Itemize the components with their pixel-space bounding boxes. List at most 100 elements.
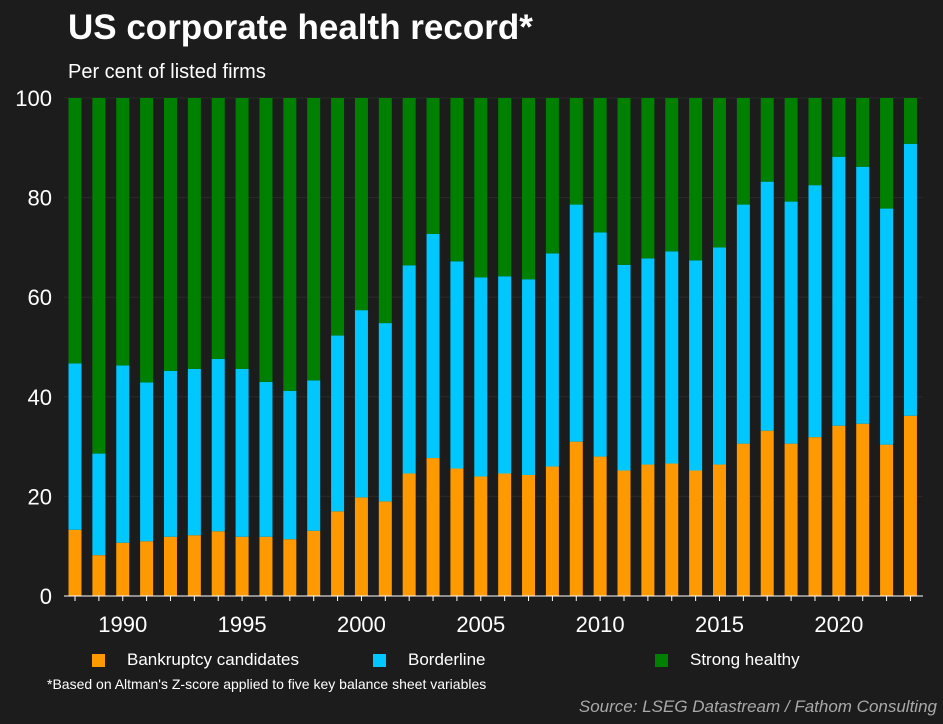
x-tick-label: 1995 bbox=[218, 612, 267, 637]
legend-swatch-borderline bbox=[373, 653, 386, 667]
bar-segment-healthy-2003 bbox=[426, 98, 440, 234]
bar-segment-healthy-1989 bbox=[92, 98, 106, 454]
x-tick-label: 2005 bbox=[456, 612, 505, 637]
bar-segment-healthy-1992 bbox=[163, 98, 177, 371]
legend-label-borderline: Borderline bbox=[408, 650, 486, 669]
bar-segment-bankruptcy-2015 bbox=[712, 464, 726, 596]
bar-segment-healthy-2022 bbox=[880, 98, 894, 209]
bar-segment-borderline-2006 bbox=[498, 276, 512, 474]
bar-segment-healthy-2011 bbox=[617, 98, 631, 265]
bar-segment-bankruptcy-2009 bbox=[569, 441, 583, 596]
legend-item-bankruptcy: Bankruptcy candidates bbox=[92, 649, 299, 671]
bar-segment-borderline-2016 bbox=[736, 204, 750, 444]
y-tick-label: 60 bbox=[28, 285, 52, 310]
bar-segment-borderline-1998 bbox=[307, 380, 321, 531]
y-tick-label: 40 bbox=[28, 385, 52, 410]
bar-segment-borderline-2015 bbox=[712, 247, 726, 465]
bar-segment-healthy-1995 bbox=[235, 98, 249, 369]
legend-swatch-bankruptcy bbox=[92, 653, 105, 667]
bar-segment-borderline-2023 bbox=[903, 143, 917, 416]
bar-segment-borderline-2007 bbox=[522, 279, 536, 475]
bar-segment-bankruptcy-2021 bbox=[856, 423, 870, 596]
x-tick-label: 1990 bbox=[98, 612, 147, 637]
bar-segment-healthy-1993 bbox=[187, 98, 201, 369]
bar-segment-borderline-2004 bbox=[450, 261, 464, 469]
y-tick-label: 100 bbox=[15, 86, 52, 111]
x-tick-label: 2020 bbox=[814, 612, 863, 637]
bars bbox=[68, 98, 917, 596]
bar-segment-bankruptcy-2008 bbox=[545, 466, 559, 596]
bar-segment-healthy-2021 bbox=[856, 98, 870, 167]
bar-segment-healthy-2012 bbox=[641, 98, 655, 259]
bar-segment-bankruptcy-2007 bbox=[522, 474, 536, 596]
bar-segment-borderline-1993 bbox=[187, 368, 201, 536]
bar-segment-borderline-1988 bbox=[68, 363, 82, 530]
bar-segment-borderline-2021 bbox=[856, 166, 870, 424]
bar-segment-healthy-2015 bbox=[712, 98, 726, 248]
bar-segment-healthy-2006 bbox=[498, 98, 512, 277]
bar-segment-bankruptcy-2023 bbox=[903, 415, 917, 596]
bar-segment-bankruptcy-2018 bbox=[784, 443, 798, 596]
bar-segment-healthy-2000 bbox=[354, 98, 368, 311]
bar-segment-borderline-1995 bbox=[235, 368, 249, 537]
bar-segment-borderline-1996 bbox=[259, 381, 273, 537]
bar-segment-healthy-2023 bbox=[903, 98, 917, 144]
bar-segment-bankruptcy-2005 bbox=[474, 476, 488, 596]
bar-segment-bankruptcy-2019 bbox=[808, 437, 822, 596]
bar-segment-bankruptcy-1996 bbox=[259, 536, 273, 596]
bar-segment-borderline-2008 bbox=[545, 253, 559, 467]
bar-segment-borderline-2013 bbox=[665, 251, 679, 464]
legend-item-borderline: Borderline bbox=[373, 649, 486, 671]
bar-segment-borderline-2005 bbox=[474, 277, 488, 477]
bar-segment-healthy-2017 bbox=[760, 98, 774, 182]
bar-segment-borderline-2018 bbox=[784, 201, 798, 444]
bar-segment-borderline-1989 bbox=[92, 453, 106, 556]
legend-item-healthy: Strong healthy bbox=[655, 649, 800, 671]
bar-segment-borderline-2011 bbox=[617, 264, 631, 471]
bar-segment-borderline-2009 bbox=[569, 204, 583, 442]
bar-segment-borderline-2010 bbox=[593, 232, 607, 457]
bar-segment-borderline-1990 bbox=[116, 365, 130, 543]
bar-segment-bankruptcy-2020 bbox=[832, 425, 846, 596]
bar-segment-borderline-2003 bbox=[426, 233, 440, 459]
bar-segment-bankruptcy-2003 bbox=[426, 458, 440, 596]
bar-segment-borderline-2002 bbox=[402, 265, 416, 474]
x-tick-label: 2015 bbox=[695, 612, 744, 637]
bar-segment-borderline-1992 bbox=[163, 370, 177, 537]
bar-segment-bankruptcy-2002 bbox=[402, 473, 416, 596]
bar-segment-borderline-1999 bbox=[331, 335, 345, 512]
bar-segment-bankruptcy-2022 bbox=[880, 444, 894, 596]
bar-segment-borderline-2000 bbox=[354, 310, 368, 498]
legend-swatch-healthy bbox=[655, 653, 668, 667]
bar-segment-bankruptcy-2013 bbox=[665, 463, 679, 596]
bar-segment-healthy-1999 bbox=[331, 98, 345, 336]
bar-segment-bankruptcy-2004 bbox=[450, 468, 464, 596]
legend-label-healthy: Strong healthy bbox=[690, 650, 800, 669]
bar-segment-bankruptcy-2012 bbox=[641, 464, 655, 596]
bar-segment-healthy-1994 bbox=[211, 98, 225, 359]
y-tick-label: 80 bbox=[28, 186, 52, 211]
y-tick-label: 20 bbox=[28, 484, 52, 509]
bar-segment-bankruptcy-1995 bbox=[235, 536, 249, 596]
bar-segment-healthy-2018 bbox=[784, 98, 798, 202]
bar-segment-healthy-2013 bbox=[665, 98, 679, 252]
chart-subtitle: Per cent of listed firms bbox=[68, 61, 266, 83]
footnote: *Based on Altman's Z-score applied to fi… bbox=[47, 676, 487, 692]
y-tick-label: 0 bbox=[40, 584, 52, 609]
bar-segment-borderline-2012 bbox=[641, 258, 655, 465]
bar-segment-borderline-1997 bbox=[283, 390, 297, 540]
bar-segment-healthy-1988 bbox=[68, 98, 82, 364]
bar-segment-healthy-2008 bbox=[545, 98, 559, 254]
bar-segment-bankruptcy-1993 bbox=[187, 535, 201, 596]
bar-segment-bankruptcy-1990 bbox=[116, 542, 130, 596]
bar-segment-borderline-2017 bbox=[760, 181, 774, 431]
legend-label-bankruptcy: Bankruptcy candidates bbox=[127, 650, 299, 669]
bar-segment-bankruptcy-1994 bbox=[211, 531, 225, 596]
bar-segment-healthy-2007 bbox=[522, 98, 536, 280]
bar-segment-healthy-2016 bbox=[736, 98, 750, 205]
bar-segment-borderline-1991 bbox=[140, 382, 154, 542]
x-tick-label: 2010 bbox=[576, 612, 625, 637]
bar-segment-healthy-1998 bbox=[307, 98, 321, 381]
bar-segment-borderline-1994 bbox=[211, 358, 225, 532]
